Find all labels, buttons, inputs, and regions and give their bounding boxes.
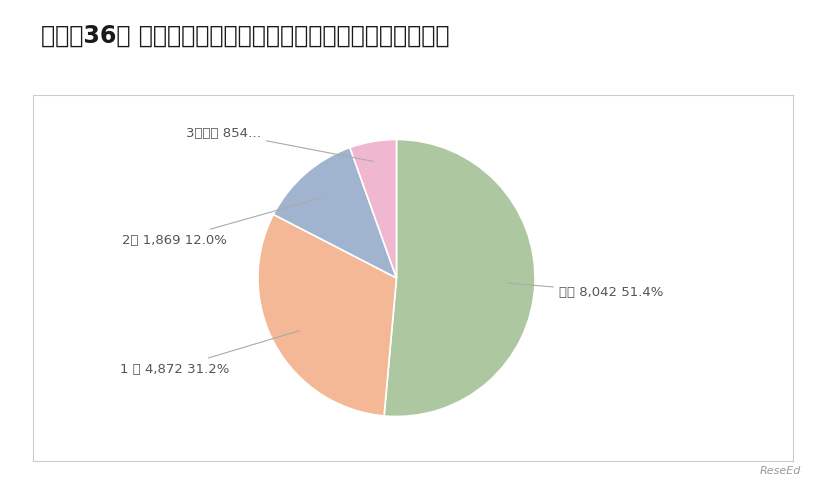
- Wedge shape: [273, 148, 396, 278]
- Text: 【質問36】 今年度小学校高学年専科の配置がありましたか。: 【質問36】 今年度小学校高学年専科の配置がありましたか。: [41, 24, 450, 48]
- Text: 1 人 4,872 31.2%: 1 人 4,872 31.2%: [120, 331, 299, 375]
- Wedge shape: [350, 140, 396, 278]
- Text: ない 8,042 51.4%: ない 8,042 51.4%: [507, 284, 663, 299]
- Wedge shape: [384, 140, 535, 417]
- Text: 2人 1,869 12.0%: 2人 1,869 12.0%: [122, 198, 323, 246]
- Wedge shape: [258, 215, 396, 416]
- Text: ReseEd: ReseEd: [760, 465, 801, 475]
- Text: 3人以上 854…: 3人以上 854…: [186, 127, 373, 162]
